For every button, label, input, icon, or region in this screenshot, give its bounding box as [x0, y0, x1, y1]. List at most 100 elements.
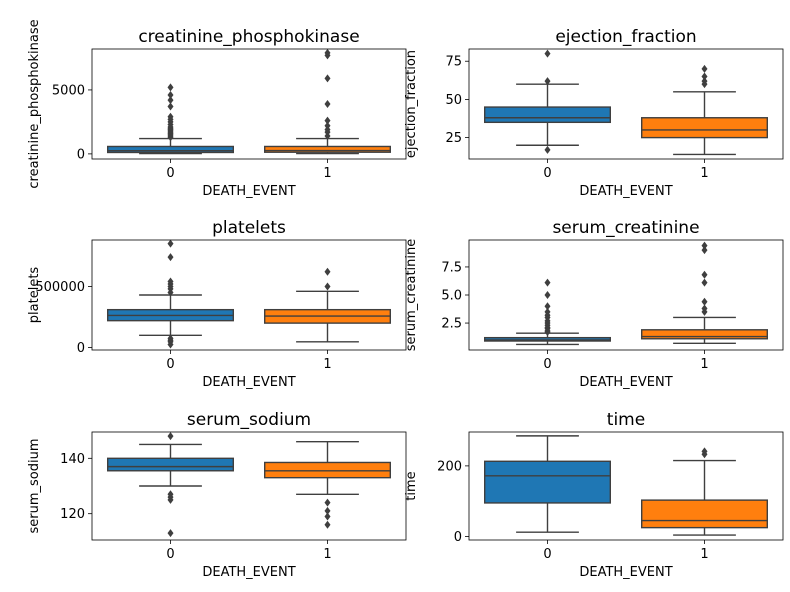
subplot-platelets: platelets 0 500000 0 1 DEATH_EVENT platelets — [27, 218, 407, 390]
outlier-point — [701, 72, 708, 81]
outlier-point — [701, 447, 708, 456]
outlier-point — [701, 297, 708, 306]
y-axis-label: platelets — [27, 267, 42, 324]
outlier-point — [167, 253, 174, 262]
subplot-time: time 0 200 0 1 DEATH_EVENT time — [404, 410, 784, 580]
subplot-title: creatinine_phosphokinase — [138, 27, 359, 47]
outlier-point — [544, 302, 551, 311]
outlier-point — [324, 506, 331, 515]
box-iqr — [641, 117, 769, 139]
box-0 — [484, 278, 612, 346]
outlier-point — [324, 282, 331, 291]
x-tick-label: 1 — [700, 547, 708, 562]
box-1 — [264, 48, 392, 155]
outlier-point — [324, 512, 331, 521]
outlier-point — [701, 270, 708, 279]
box-iqr — [106, 457, 234, 472]
box-iqr — [641, 329, 769, 340]
y-axis-label: ejection_fraction — [404, 50, 419, 158]
x-tick-label: 0 — [543, 357, 551, 372]
outlier-point — [324, 267, 331, 276]
y-tick-label: 5000 — [52, 83, 85, 98]
outlier-point — [544, 77, 551, 86]
outlier-point — [701, 304, 708, 313]
box-iqr — [484, 460, 612, 504]
y-tick-label: 120 — [60, 507, 85, 522]
x-axis-label: DEATH_EVENT — [579, 184, 672, 199]
outlier-point — [544, 291, 551, 299]
x-tick-label: 1 — [323, 357, 331, 372]
x-axis-label: DEATH_EVENT — [202, 565, 295, 580]
box-0 — [106, 239, 234, 349]
outlier-point — [324, 48, 331, 57]
outlier-point — [324, 520, 331, 529]
subplot-title: serum_creatinine — [552, 218, 699, 238]
box-0 — [106, 83, 234, 155]
outlier-point — [701, 64, 708, 73]
outlier-point — [701, 246, 708, 255]
outlier-point — [167, 102, 174, 111]
y-axis-label: time — [404, 471, 419, 500]
x-axis-label: DEATH_EVENT — [202, 184, 295, 199]
box-1 — [641, 447, 769, 536]
y-tick-label: 0 — [77, 147, 85, 162]
x-axis-label: DEATH_EVENT — [202, 375, 295, 390]
y-axis-label: serum_creatinine — [404, 239, 419, 352]
subplot-ejection-fraction: ejection_fraction 25 50 75 0 1 DEATH_EVENT ejec… — [404, 27, 784, 199]
subplot-title: ejection_fraction — [555, 27, 696, 47]
subplot-title: time — [607, 410, 645, 430]
outlier-point — [324, 498, 331, 507]
box-1 — [641, 241, 769, 344]
y-tick-label: 25 — [445, 131, 462, 146]
box-0 — [106, 432, 234, 538]
y-tick-label: 500000 — [35, 280, 85, 295]
x-axis-label: DEATH_EVENT — [579, 565, 672, 580]
box-1 — [264, 440, 392, 529]
x-tick-label: 0 — [543, 166, 551, 181]
x-tick-label: 1 — [700, 357, 708, 372]
outlier-point — [167, 91, 174, 100]
y-axis-label: creatinine_phosphokinase — [27, 19, 42, 188]
y-tick-label: 0 — [454, 530, 462, 545]
box-iqr — [641, 499, 769, 529]
y-tick-label: 0 — [77, 341, 85, 356]
outlier-point — [324, 100, 331, 108]
y-tick-label: 140 — [60, 452, 85, 467]
outlier-point — [167, 96, 174, 105]
box-iqr — [106, 145, 234, 154]
plot-area-frame — [468, 48, 784, 160]
y-tick-label: 50 — [445, 93, 462, 108]
outlier-point — [167, 277, 174, 286]
subplot-creatinine-phosphokinase: creatinine_phosphokinase 0 5000 0 1 DEATH_EVE… — [27, 19, 407, 199]
box-1 — [641, 64, 769, 156]
subplot-serum-sodium: serum_sodium 120 140 0 1 DEATH_EVENT serum_sod… — [27, 410, 407, 580]
subplot-title: platelets — [212, 218, 286, 238]
x-tick-label: 1 — [700, 166, 708, 181]
outlier-point — [167, 239, 174, 248]
x-tick-label: 0 — [166, 357, 174, 372]
box-0 — [484, 49, 612, 154]
box-0 — [484, 435, 612, 533]
outlier-point — [324, 121, 331, 130]
plot-area-frame — [91, 431, 407, 541]
x-tick-label: 0 — [166, 547, 174, 562]
y-tick-label: 5.0 — [441, 289, 462, 304]
y-tick-label: 7.5 — [441, 260, 462, 275]
x-tick-label: 0 — [166, 166, 174, 181]
y-tick-label: 75 — [445, 55, 462, 70]
outlier-point — [544, 307, 551, 316]
outlier-point — [701, 278, 708, 287]
y-axis-label: serum_sodium — [27, 438, 42, 533]
subplot-title: serum_sodium — [187, 410, 311, 430]
x-tick-label: 1 — [323, 547, 331, 562]
outlier-point — [701, 77, 708, 86]
plot-area-frame — [91, 48, 407, 160]
outlier-point — [167, 529, 174, 538]
outlier-point — [701, 241, 708, 250]
subplot-serum-creatinine: serum_creatinine 2.5 5.0 7.5 0 1 DEATH_EVENT se… — [404, 218, 784, 390]
box-1 — [264, 267, 392, 343]
outlier-point — [544, 278, 551, 287]
outlier-point — [544, 145, 551, 154]
box-iqr — [484, 106, 612, 124]
